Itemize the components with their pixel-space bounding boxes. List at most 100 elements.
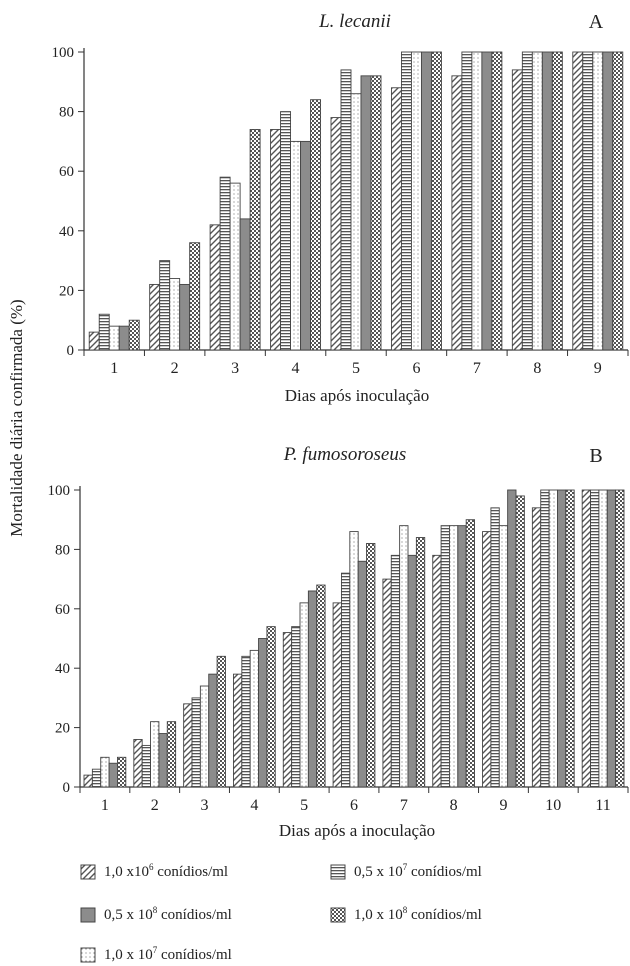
bar-hstripe-day-6 (400, 51, 412, 351)
bar-diag-day-7 (382, 578, 392, 788)
bar-diag-day-5 (330, 117, 342, 351)
legend-item-5: 1,0 x 107 conídios/ml (80, 945, 232, 964)
x-tick-label: 6 (412, 360, 420, 377)
bar-hstripe-day-11 (590, 489, 600, 788)
bar-checker-day-9 (612, 51, 624, 351)
bar-diag-day-6 (390, 87, 402, 351)
bar-hstripe-day-4 (280, 111, 292, 351)
bar-hstripe-day-10 (540, 489, 550, 788)
x-tick-label: 8 (450, 797, 458, 814)
bar-solid-day-9 (507, 489, 517, 788)
bar-diag-day-9 (482, 531, 492, 788)
bar-dots-day-2 (150, 721, 160, 788)
legend-swatch-hstripe (330, 864, 346, 879)
y-tick-label: 60 (55, 602, 70, 618)
x-tick-label: 9 (594, 360, 602, 377)
legend-label: 1,0 x 108 conídios/ml (354, 905, 482, 923)
bar-hstripe-day-7 (390, 554, 401, 788)
bar-solid-day-10 (557, 489, 567, 788)
bar-diag-day-1 (88, 331, 100, 351)
bar-solid-day-11 (606, 489, 617, 788)
legend-label: 1,0 x 107 conídios/ml (104, 945, 232, 963)
bar-checker-day-3 (216, 655, 226, 788)
bar-checker-day-4 (266, 626, 276, 788)
bar-diag-day-5 (282, 632, 293, 788)
bar-checker-day-4 (310, 99, 322, 351)
bar-diag-day-8 (511, 69, 523, 351)
bar-diag-day-8 (432, 554, 442, 788)
y-tick-label: 80 (59, 105, 74, 121)
bar-hstripe-day-2 (141, 744, 151, 788)
x-tick-label: 5 (300, 797, 308, 814)
bar-diag-day-1 (83, 774, 93, 788)
bar-hstripe-day-8 (521, 51, 533, 351)
bar-solid-day-8 (541, 51, 553, 351)
x-tick-label: 3 (231, 360, 239, 377)
bar-solid-day-4 (258, 638, 268, 788)
bar-hstripe-day-2 (159, 260, 171, 351)
bar-hstripe-day-5 (291, 626, 301, 788)
bar-checker-day-3 (249, 129, 261, 351)
legend-label: 1,0 x106 conídios/ml (104, 862, 229, 880)
bar-solid-day-9 (602, 51, 614, 351)
y-tick-label: 40 (59, 224, 74, 240)
bar-checker-day-8 (465, 519, 475, 788)
bar-checker-day-7 (491, 51, 503, 351)
bar-hstripe-day-9 (490, 507, 500, 788)
bar-dots-day-9 (498, 525, 509, 788)
bar-checker-day-1 (128, 319, 140, 351)
bar-dots-day-7 (399, 525, 409, 788)
bar-dots-day-3 (199, 685, 210, 788)
bar-checker-day-2 (189, 242, 201, 351)
bar-dots-day-5 (299, 602, 309, 788)
bar-hstripe-day-3 (219, 176, 231, 351)
bar-checker-day-7 (415, 537, 426, 788)
bar-solid-day-5 (307, 590, 318, 788)
bar-solid-day-3 (239, 218, 251, 351)
bar-checker-day-6 (366, 543, 376, 788)
chart-a-title: L. lecanii (318, 11, 391, 32)
x-tick-label: 6 (350, 797, 358, 814)
legend-swatch-solid (80, 907, 96, 922)
bar-solid-day-2 (179, 283, 191, 351)
bar-diag-day-3 (209, 224, 221, 351)
bar-checker-day-6 (430, 51, 442, 351)
y-tick-label: 0 (63, 780, 71, 796)
bar-dots-day-3 (229, 182, 241, 351)
bar-checker-day-5 (316, 584, 326, 788)
bar-dots-day-8 (449, 525, 459, 788)
chart-a-plot: 0 20 40 60 80 100 1 2 3 4 5 6 7 8 9 (52, 45, 629, 377)
bar-hstripe-day-6 (341, 572, 351, 788)
legend-item-1: 1,0 x106 conídios/ml (80, 862, 228, 881)
chart-b: P. fumosoroseus B 0 20 40 60 80 100 1 2 3 4 5 6 7 8 9 1… (48, 444, 629, 840)
bar-diag-day-3 (183, 703, 193, 788)
bar-checker-day-2 (166, 721, 177, 788)
bar-diag-day-9 (572, 51, 584, 351)
y-tick-label: 40 (55, 661, 70, 677)
x-tick-label: 2 (151, 797, 159, 814)
bar-dots-day-9 (592, 51, 604, 351)
bar-hstripe-day-7 (461, 51, 473, 351)
legend-swatch-diag (80, 864, 96, 879)
legend-item-4: 1,0 x 108 conídios/ml (330, 905, 482, 924)
bar-hstripe-day-1 (98, 313, 110, 351)
bar-dots-day-1 (108, 325, 120, 351)
bar-dots-day-6 (410, 51, 422, 351)
bar-dots-day-4 (249, 649, 259, 788)
bar-checker-day-8 (551, 51, 563, 351)
y-tick-label: 60 (59, 164, 74, 180)
bar-solid-day-1 (118, 325, 130, 351)
bar-solid-day-6 (357, 560, 367, 788)
bar-hstripe-day-9 (582, 51, 594, 351)
chart-a: L. lecanii A 0 20 40 60 80 100 1 2 3 4 5 6 7 8 9 Dias … (52, 11, 629, 405)
x-tick-label: 7 (473, 360, 481, 377)
bar-solid-day-7 (481, 51, 493, 351)
bar-solid-day-5 (360, 75, 372, 351)
legend-label: 0,5 x 107 conídios/ml (354, 862, 482, 880)
y-tick-label: 100 (48, 483, 71, 499)
bar-dots-day-5 (350, 93, 362, 351)
legend-swatch-checker (330, 907, 346, 922)
legend-label: 0,5 x 108 conídios/ml (104, 905, 232, 923)
bar-diag-day-11 (581, 489, 591, 788)
